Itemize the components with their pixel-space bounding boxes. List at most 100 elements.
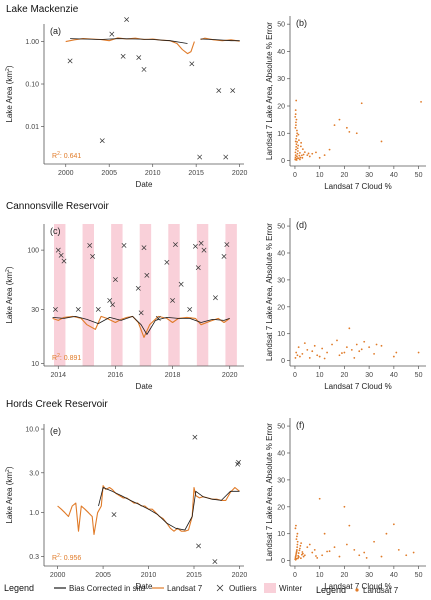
outlier-stroke	[170, 297, 176, 303]
x-tick-label: 2000	[58, 170, 74, 177]
winter-band	[139, 224, 152, 366]
y-tick-label: 10	[277, 531, 285, 538]
y-tick-label: 3.0	[29, 470, 39, 477]
outlier-marker	[189, 61, 195, 67]
y-tick-label: 50	[277, 224, 285, 231]
scatter-point	[299, 557, 302, 560]
outlier-marker	[109, 31, 115, 37]
outlier-stroke	[212, 295, 218, 301]
winter-band	[168, 224, 180, 366]
outlier-stroke	[90, 253, 96, 259]
scatter-point	[358, 554, 361, 557]
outlier-marker	[196, 543, 201, 549]
scatter-point	[313, 344, 316, 347]
outlier-marker	[212, 559, 218, 564]
scatter-point	[300, 154, 303, 157]
scatter-point	[336, 339, 338, 342]
r-squared-value: : 0.641	[60, 153, 82, 160]
scatter-point	[338, 354, 341, 357]
x-axis-label: Date	[136, 180, 153, 189]
scatter-point	[302, 153, 305, 156]
y-tick-label: 0.3	[29, 554, 39, 561]
scatter-point	[294, 527, 297, 530]
legend-right: Legend Landsat 7	[316, 585, 399, 595]
scatter-point	[348, 327, 351, 330]
y-tick-label: 20	[277, 304, 285, 311]
scatter-point	[294, 357, 297, 359]
y-tick-label: 40	[277, 49, 285, 56]
scatter-point	[302, 555, 305, 558]
scatter-point	[303, 554, 306, 557]
y-tick-label: 1.0	[29, 510, 39, 517]
scatter-point	[345, 126, 348, 129]
winter-band	[196, 224, 209, 366]
outlier-marker	[212, 295, 218, 301]
scatter-point	[301, 148, 304, 150]
y-tick-label: 0	[281, 158, 285, 165]
scatter-point	[296, 540, 299, 543]
outlier-marker	[223, 154, 229, 160]
outlier-marker	[90, 253, 96, 259]
scatter-point	[294, 140, 297, 143]
scatter-point	[308, 357, 311, 359]
panel-label: (f)	[296, 420, 305, 430]
y-tick-label: 40	[277, 450, 285, 457]
scatter-point	[296, 548, 298, 551]
outlier-stroke	[223, 154, 229, 160]
r-squared-value: : 0.891	[60, 355, 82, 362]
x-tick-label: 20	[341, 372, 349, 379]
scatter-point	[296, 129, 298, 132]
title-lake-mackenzie: Lake Mackenzie	[6, 4, 79, 15]
r-squared-symbol: R	[52, 355, 57, 362]
outlier-stroke	[196, 543, 201, 549]
scatter-point	[375, 343, 378, 346]
outlier-stroke	[155, 315, 161, 321]
scatter-point	[294, 113, 297, 116]
x-tick-label: 0	[293, 372, 297, 379]
winter-band	[111, 224, 123, 366]
scatter-point	[294, 555, 297, 558]
outlier-marker	[138, 310, 144, 316]
x-tick-label: 0	[293, 572, 297, 579]
title-cannonsville-reservoir: Cannonsville Reservoir	[6, 201, 109, 212]
winter-band	[54, 224, 66, 366]
scatter-point	[296, 155, 298, 158]
x-axis-label: Date	[136, 382, 153, 391]
scatter-point	[321, 554, 324, 557]
scatter-point	[420, 101, 422, 103]
outlier-stroke	[192, 243, 198, 249]
outlier-stroke	[67, 58, 73, 64]
scatter-point	[380, 140, 383, 143]
legend-item-outliers: Outliers	[216, 584, 257, 593]
scatter-point	[301, 552, 304, 555]
scatter-point	[360, 348, 363, 351]
panel-d: 0 10 20 30 40 50 0 10 20 30 40 50 (d) Landsat 7 Cloud…	[265, 218, 426, 391]
scatter-point	[298, 154, 301, 157]
outlier-marker	[121, 242, 127, 248]
outlier-stroke	[198, 240, 204, 246]
legend-title: Legend	[4, 583, 34, 593]
scatter-point	[343, 351, 346, 354]
scatter-point	[296, 532, 299, 535]
winter-band	[82, 224, 94, 366]
legend-title: Legend	[316, 585, 346, 595]
x-tick-label: 2020	[232, 170, 248, 177]
legend-item-landsat-7: Landsat 7	[152, 584, 203, 593]
scatter-point	[308, 543, 311, 546]
scatter-point	[295, 538, 298, 540]
y-tick-label: 30	[277, 477, 285, 484]
scatter-point	[294, 126, 297, 129]
y-axis-label-text: Landsat 7 Lake Area, Absolute % Error	[265, 223, 274, 361]
scatter-point	[295, 550, 298, 553]
scatter-point	[295, 551, 298, 554]
y-tick-label: 30	[277, 277, 285, 284]
outlier-marker	[58, 252, 64, 258]
x-tick-label: 10	[316, 572, 324, 579]
r-squared-superscript: 2	[57, 151, 60, 157]
scatter-point	[297, 133, 300, 136]
scatter-point	[321, 347, 324, 350]
outlier-stroke	[236, 459, 241, 465]
scatter-point	[405, 554, 408, 557]
outlier-stroke	[111, 512, 117, 517]
y-axis-label: Landsat 7 Lake Area, Absolute % Error	[265, 223, 274, 361]
